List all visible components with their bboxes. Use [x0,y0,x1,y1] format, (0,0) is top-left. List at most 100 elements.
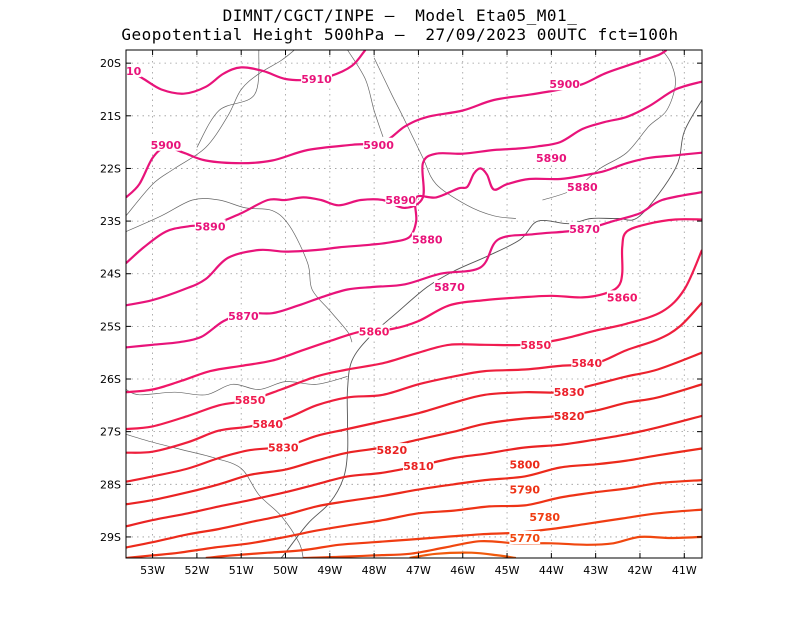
contour-label: 5860 [359,326,390,339]
chart-title-line-2: Geopotential Height 500hPa – 27/09/2023 … [121,25,679,44]
axes: 53W 52W 51W 50W 49W 48W 47W 46W 45W 44W 43W 42W 41W 2… [100,50,702,577]
contour-label: 5910 [301,73,332,86]
contour-label-bg [363,137,394,151]
y-tick-label: 29S [100,531,121,544]
contour-5870 [126,191,702,349]
contour-5910 [126,50,367,95]
contour-label: 5850 [521,339,552,352]
x-tick-label: 48W [362,564,387,577]
contour-label-bg [267,440,299,454]
contour-label: 5880 [412,234,443,247]
state-border [196,50,260,148]
contour-label: 5890 [195,220,226,233]
contour-label: 5870 [569,223,600,236]
contour-label: 5890 [536,152,567,165]
contour-label-bg [549,77,581,91]
contour-label: 5840 [252,418,283,431]
contour-label: 5850 [235,394,266,407]
chart-title-line-1: DIMNT/CGCT/INPE – Model Eta05_M01_ [222,6,578,25]
y-tick-label: 20S [100,57,121,70]
contour-label-bg [385,193,417,207]
y-tick-label: 22S [100,162,121,175]
x-tick-label: 46W [450,564,475,577]
x-tick-label: 41W [672,564,697,577]
contour-labels: 5910 5910 5900 5900 5900 5890 5890 5890 5880 5880… [111,64,638,545]
contour-label: 5800 [509,458,540,471]
contour-label: 5860 [607,291,638,304]
contour-label-bg [520,337,552,351]
contour-label: 5780 [529,511,560,524]
contour-label: 5830 [268,441,299,454]
contour-label-bg [509,457,541,471]
x-tick-label: 45W [495,564,520,577]
contour-label-bg [358,324,390,338]
contour-label: 5820 [554,410,585,423]
contour-label-bg [434,279,465,293]
x-tick-label: 49W [317,564,342,577]
x-tick-label: 47W [406,564,431,577]
contour-5820 [126,383,702,506]
contour-5860 [126,218,702,394]
contour-5840 [126,301,702,454]
state-border [126,50,295,217]
x-tick-label: 51W [229,564,254,577]
contour-label: 5790 [509,484,540,497]
contour-label: 5810 [403,460,434,473]
contour-label: 5910 [111,65,142,78]
contour-label: 5900 [151,139,182,152]
contour-label: 5820 [377,444,408,457]
contour-5810 [126,414,702,528]
contour-label: 5900 [363,139,394,152]
contour-label-bg [566,179,598,193]
x-tick-label: 43W [583,564,608,577]
y-tick-label: 23S [100,215,121,228]
state-border [373,57,516,219]
contour-label-bg [228,308,259,322]
contour-5830 [126,351,702,483]
contour-label-bg [194,219,226,233]
contour-label-bg [509,482,541,496]
contour-label: 5880 [567,181,598,194]
contour-label: 5770 [509,532,540,545]
contour-5850 [126,249,702,431]
y-tick-label: 21S [100,110,121,123]
y-tick-label: 28S [100,478,121,491]
contour-label: 5870 [228,310,259,323]
contour-label-bg [509,530,541,544]
contour-label-bg [234,393,266,407]
contour-label-bg [150,137,182,151]
contour-5760 [409,551,517,558]
contour-label-bg [535,150,567,164]
state-border [126,376,348,396]
y-tick-label: 25S [100,320,121,333]
contour-label-bg [403,458,434,472]
contour-5880 [126,151,702,307]
plot-frame [125,49,703,559]
contour-label: 5840 [571,357,602,370]
contour-label: 5830 [554,386,585,399]
contour-label-bg [411,232,443,246]
contour-label-bg [252,416,284,430]
contour-5790 [126,479,702,558]
contour-label: 5890 [385,194,416,207]
y-tick-label: 27S [100,426,121,439]
state-border [126,198,353,343]
contour-label-bg [553,385,585,399]
contour-label-bg [569,221,600,235]
contour-label-bg [606,290,638,304]
contour-label: 5870 [434,281,465,294]
x-tick-label: 42W [628,564,653,577]
x-tick-label: 44W [539,564,564,577]
contour-5770 [303,535,702,558]
y-tick-label: 26S [100,373,121,386]
contour-label-bg [529,509,561,523]
contour-label: 5900 [549,78,580,91]
contour-5800 [126,447,702,549]
contour-label-bg [376,443,408,457]
y-tick-label: 24S [100,268,121,281]
contour-label-bg [571,356,603,370]
contour-label-bg [553,408,585,422]
contour-label-bg [301,71,332,85]
gridlines [126,50,702,558]
